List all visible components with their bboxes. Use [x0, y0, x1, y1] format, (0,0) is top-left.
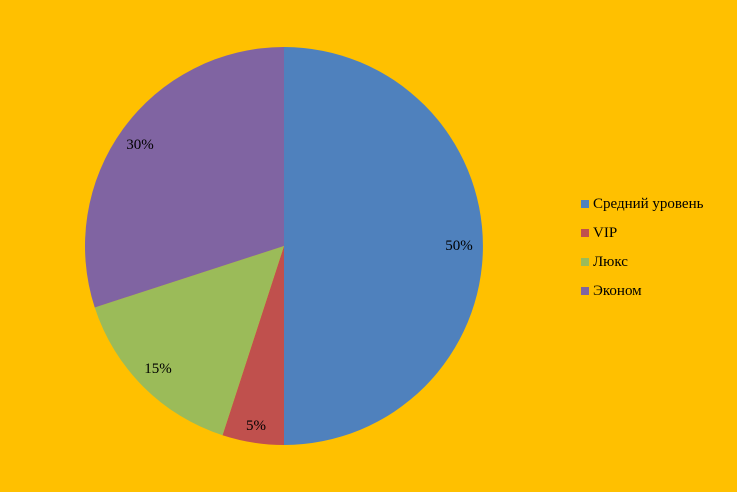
data-label-2: 5%	[246, 418, 266, 434]
legend-label-2: VIP	[593, 225, 617, 241]
legend-swatch-3	[581, 258, 589, 266]
pie-slice-2	[222, 246, 284, 445]
legend-swatch-4	[581, 287, 589, 295]
legend-label-1: Средний уровень	[593, 196, 704, 212]
data-label-1: 50%	[445, 238, 473, 254]
pie-slice-1	[284, 47, 483, 445]
pie-slice-3	[94, 246, 285, 436]
legend-label-3: Люкс	[593, 254, 628, 270]
legend-swatch-2	[581, 229, 589, 237]
data-label-4: 30%	[126, 137, 154, 153]
legend-label-4: Эконом	[593, 283, 642, 299]
data-label-3: 15%	[144, 361, 172, 377]
legend-swatch-1	[581, 200, 589, 208]
pie-slices	[85, 47, 483, 445]
legend: Средний уровень VIP Люкс Эконом	[581, 196, 704, 299]
slice-labels: 50% 5% 15% 30%	[126, 137, 473, 434]
pie-slice-4	[85, 47, 284, 308]
